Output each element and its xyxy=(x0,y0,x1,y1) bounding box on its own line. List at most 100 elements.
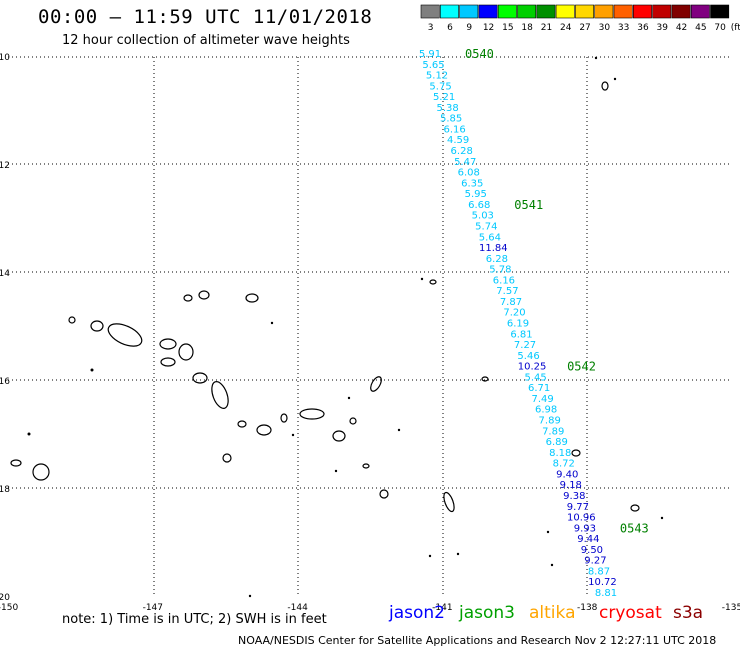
swh-value: 5.38 xyxy=(436,103,458,114)
swh-value: 5.91 xyxy=(419,49,441,60)
page-subtitle: 12 hour collection of altimeter wave hei… xyxy=(62,33,350,48)
legend-unit: (ft) xyxy=(731,23,740,33)
swh-value: 7.49 xyxy=(532,394,554,405)
legend-swatch xyxy=(671,4,691,19)
swh-value: 8.18 xyxy=(549,448,571,459)
swh-value: 6.16 xyxy=(444,124,466,135)
lon-label: -150 xyxy=(0,603,18,613)
legend-swatch xyxy=(632,4,652,19)
legend-label: 36 xyxy=(637,23,649,33)
legend-label: 45 xyxy=(695,23,706,33)
legend-swatch xyxy=(439,4,459,19)
swh-value: 5.45 xyxy=(524,372,546,383)
swh-value: 9.18 xyxy=(560,480,582,491)
graticule xyxy=(8,56,732,597)
swh-value: 5.85 xyxy=(440,114,462,125)
legend-swatch xyxy=(536,4,556,19)
swh-value: 9.40 xyxy=(556,469,578,480)
coastline xyxy=(10,81,640,513)
swh-value: 8.87 xyxy=(588,566,610,577)
longitude-labels: -150 -147 -144 -141 -138 -135 xyxy=(0,603,740,613)
lat-label: -14 xyxy=(0,269,10,279)
swh-value: 10.72 xyxy=(588,577,617,588)
track-time-label: 0540 xyxy=(465,47,494,61)
lon-label: -141 xyxy=(432,603,452,613)
swh-value: 6.81 xyxy=(510,329,532,340)
swh-value: 5.78 xyxy=(489,265,511,276)
swh-value: 7.57 xyxy=(496,286,518,297)
legend-swatch xyxy=(652,4,672,19)
legend-label: 42 xyxy=(676,23,687,33)
legend-label: 27 xyxy=(579,23,590,33)
swh-value: 5.21 xyxy=(433,92,455,103)
legend-swatch xyxy=(459,4,479,19)
swh-value: 9.77 xyxy=(567,502,589,513)
swh-value: 5.46 xyxy=(517,351,539,362)
swh-value: 9.93 xyxy=(574,523,596,534)
swh-value: 5.12 xyxy=(426,71,448,82)
lon-label: -147 xyxy=(143,603,163,613)
swh-value: 9.27 xyxy=(584,556,606,567)
swh-value: 5.75 xyxy=(429,81,451,92)
swh-value: 6.28 xyxy=(451,146,473,157)
swh-value: 5.74 xyxy=(475,221,497,232)
legend-label: 33 xyxy=(618,23,629,33)
legend-label: 70 xyxy=(714,23,726,33)
swh-value: 6.08 xyxy=(458,168,480,179)
legend-swatch xyxy=(690,4,710,19)
lat-label: -18 xyxy=(0,485,10,495)
coastline-dots xyxy=(27,56,664,598)
swh-value: 10.25 xyxy=(518,362,547,373)
lon-label: -144 xyxy=(287,603,308,613)
legend-label: 21 xyxy=(541,23,552,33)
legend-swatch xyxy=(710,4,730,19)
lon-label: -138 xyxy=(577,603,598,613)
legend-label: 18 xyxy=(521,23,533,33)
legend-label: 9 xyxy=(466,23,472,33)
legend-swatch xyxy=(613,4,633,19)
swh-value: 7.20 xyxy=(503,308,525,319)
legend-swatch xyxy=(594,4,614,19)
swh-value: 9.50 xyxy=(581,545,603,556)
swh-value: 5.65 xyxy=(422,60,444,71)
swh-value: 11.84 xyxy=(479,243,508,254)
lat-label: -20 xyxy=(0,593,10,603)
legend-swatch xyxy=(478,4,498,19)
swh-value: 5.47 xyxy=(454,157,476,168)
swh-value: 6.19 xyxy=(507,319,529,330)
swh-value: 9.44 xyxy=(577,534,599,545)
satellite-jason3: jason3 xyxy=(459,603,515,623)
swh-value: 5.95 xyxy=(465,189,487,200)
legend-swatch xyxy=(420,4,440,19)
lat-label: -12 xyxy=(0,161,10,171)
legend-swatch xyxy=(555,4,575,19)
swh-value: 7.27 xyxy=(514,340,536,351)
track-time-labels: 0540 0541 0542 0543 xyxy=(465,47,649,535)
legend-label: 15 xyxy=(502,23,513,33)
swh-value: 9.38 xyxy=(563,491,585,502)
swh-value: 6.71 xyxy=(528,383,550,394)
swh-value: 6.68 xyxy=(468,200,490,211)
swh-value: 6.98 xyxy=(535,405,557,416)
lat-label: -16 xyxy=(0,377,10,387)
satellite-altika: altika xyxy=(529,603,576,623)
swh-value: 8.72 xyxy=(553,459,575,470)
wave-height-track: 5.915.655.125.755.215.385.856.164.596.28… xyxy=(419,49,617,599)
swh-value: 8.81 xyxy=(595,588,617,599)
legend-label: 12 xyxy=(483,23,494,33)
satellite-s3a: s3a xyxy=(673,603,704,623)
swh-value: 5.64 xyxy=(479,232,501,243)
swh-value: 6.16 xyxy=(493,275,515,286)
lon-label: -135 xyxy=(722,603,740,613)
swh-value: 4.59 xyxy=(447,135,469,146)
track-time-label: 0541 xyxy=(514,198,543,212)
satellite-cryosat: cryosat xyxy=(599,603,662,623)
track-time-label: 0543 xyxy=(620,521,649,535)
legend-label: 3 xyxy=(428,23,434,33)
swh-value: 5.03 xyxy=(472,211,494,222)
legend-label: 6 xyxy=(447,23,453,33)
legend-swatch xyxy=(575,4,595,19)
legend-swatch xyxy=(517,4,537,19)
